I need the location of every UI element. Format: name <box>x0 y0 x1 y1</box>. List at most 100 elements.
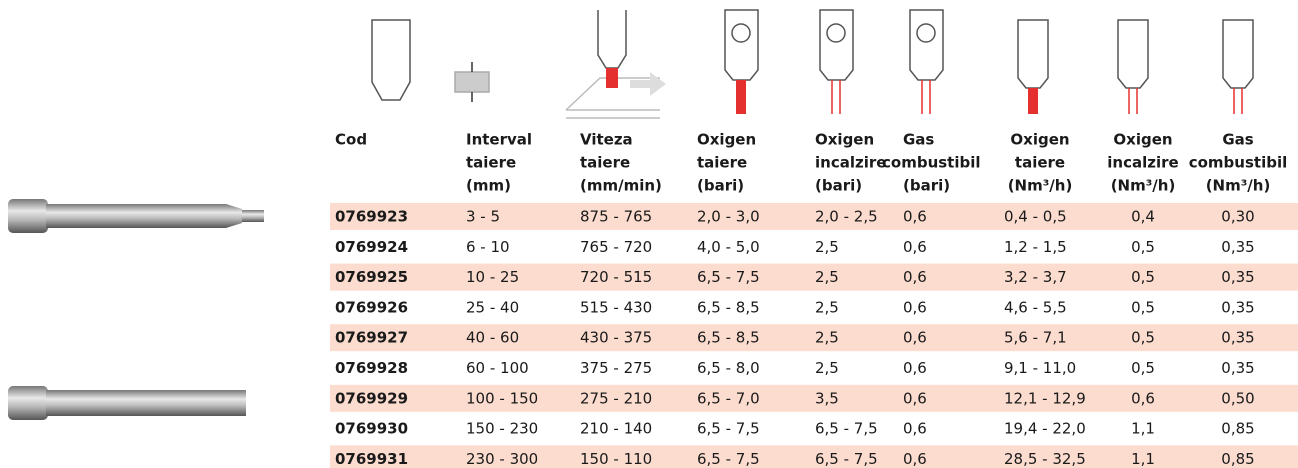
cell: 0,50 <box>1221 389 1254 407</box>
cell: 430 - 375 <box>580 329 652 347</box>
column-header: incalzire <box>815 154 886 172</box>
cell: 2,5 <box>815 268 839 286</box>
cell: 2,5 <box>815 329 839 347</box>
column-header: (Nm³/h) <box>1206 177 1271 195</box>
cell: 0,6 <box>903 450 927 468</box>
cell: 6,5 - 7,5 <box>815 450 878 468</box>
cell: 6,5 - 8,0 <box>697 359 760 377</box>
cell: 0,35 <box>1221 238 1254 256</box>
cell: 6,5 - 7,5 <box>697 268 760 286</box>
column-header: Oxigen <box>697 131 756 149</box>
cell: 9,1 - 11,0 <box>1004 359 1076 377</box>
cell: 12,1 - 12,9 <box>1004 389 1086 407</box>
code-cell: 0769926 <box>335 298 408 316</box>
table: Cod Interval taiere (mm) Viteza taiere (mm/min… <box>330 131 1298 468</box>
page: Cod Interval taiere (mm) Viteza taiere (mm/min… <box>0 0 1298 468</box>
column-header: incalzire <box>1107 154 1178 172</box>
column-header: Oxigen <box>1113 131 1172 149</box>
column-header: combustibil <box>1189 154 1288 172</box>
cell: 0,6 <box>1131 389 1155 407</box>
cell: 3,5 <box>815 389 839 407</box>
cell: 6,5 - 7,5 <box>697 420 760 438</box>
column-header: Cod <box>335 131 367 149</box>
cell: 6,5 - 8,5 <box>697 329 760 347</box>
cell: 0,85 <box>1221 450 1254 468</box>
cell: 0,35 <box>1221 359 1254 377</box>
cell: 0,6 <box>903 389 927 407</box>
cell: 25 - 40 <box>466 298 519 316</box>
cell: 0,6 <box>903 420 927 438</box>
cell: 0,5 <box>1131 238 1155 256</box>
column-header: Viteza <box>580 131 633 149</box>
code-cell: 0769929 <box>335 389 408 407</box>
column-header: (bari) <box>815 177 862 195</box>
cell: 0,6 <box>903 238 927 256</box>
cell: 1,1 <box>1131 420 1155 438</box>
cell: 6,5 - 8,5 <box>697 298 760 316</box>
code-cell: 0769923 <box>335 208 408 226</box>
cell: 0,4 <box>1131 208 1155 226</box>
cell: 2,0 - 2,5 <box>815 208 878 226</box>
cell: 0,4 - 0,5 <box>1004 208 1067 226</box>
cell: 375 - 275 <box>580 359 652 377</box>
cell: 28,5 - 32,5 <box>1004 450 1086 468</box>
code-cell: 0769927 <box>335 329 408 347</box>
column-header: (Nm³/h) <box>1111 177 1176 195</box>
cell: 0,35 <box>1221 329 1254 347</box>
cell: 6 - 10 <box>466 238 510 256</box>
cell: 1,1 <box>1131 450 1155 468</box>
column-header: Gas <box>903 131 934 149</box>
cell: 0,35 <box>1221 268 1254 286</box>
cell: 6,5 - 7,0 <box>697 389 760 407</box>
column-header: Gas <box>1222 131 1253 149</box>
code-cell: 0769924 <box>335 238 408 256</box>
cell: 515 - 430 <box>580 298 652 316</box>
cell: 3 - 5 <box>466 208 500 226</box>
cell: 2,5 <box>815 359 839 377</box>
code-cell: 0769931 <box>335 450 408 468</box>
column-header: (mm/min) <box>580 177 662 195</box>
cell: 720 - 515 <box>580 268 652 286</box>
cell: 275 - 210 <box>580 389 652 407</box>
column-header: taiere <box>580 154 630 172</box>
column-header: taiere <box>697 154 747 172</box>
cell: 0,5 <box>1131 329 1155 347</box>
cell: 5,6 - 7,1 <box>1004 329 1067 347</box>
cell: 2,0 - 3,0 <box>697 208 760 226</box>
header-icons <box>372 10 1253 118</box>
cell: 3,2 - 3,7 <box>1004 268 1067 286</box>
column-header: Oxigen <box>815 131 874 149</box>
cell: 0,6 <box>903 359 927 377</box>
column-header: taiere <box>466 154 516 172</box>
column-header: (mm) <box>466 177 511 195</box>
code-cell: 0769930 <box>335 420 408 438</box>
cell: 0,5 <box>1131 268 1155 286</box>
cell: 10 - 25 <box>466 268 519 286</box>
cell: 60 - 100 <box>466 359 529 377</box>
cell: 6,5 - 7,5 <box>697 450 760 468</box>
cell: 0,35 <box>1221 298 1254 316</box>
cell: 1,2 - 1,5 <box>1004 238 1067 256</box>
cell: 19,4 - 22,0 <box>1004 420 1086 438</box>
column-header: (bari) <box>697 177 744 195</box>
column-header: Interval <box>466 131 532 149</box>
cell: 0,6 <box>903 329 927 347</box>
cell: 0,85 <box>1221 420 1254 438</box>
nozzle-short <box>8 199 264 233</box>
cell: 100 - 150 <box>466 389 538 407</box>
cell: 150 - 230 <box>466 420 538 438</box>
cell: 2,5 <box>815 238 839 256</box>
cell: 0,6 <box>903 268 927 286</box>
code-cell: 0769928 <box>335 359 408 377</box>
code-cell: 0769925 <box>335 268 408 286</box>
cell: 4,0 - 5,0 <box>697 238 760 256</box>
cell: 0,5 <box>1131 359 1155 377</box>
cell: 765 - 720 <box>580 238 652 256</box>
cell: 0,30 <box>1221 208 1254 226</box>
column-header: (bari) <box>903 177 950 195</box>
column-header: (Nm³/h) <box>1008 177 1073 195</box>
cell: 210 - 140 <box>580 420 652 438</box>
cell: 230 - 300 <box>466 450 538 468</box>
cell: 40 - 60 <box>466 329 519 347</box>
column-header: taiere <box>1015 154 1065 172</box>
